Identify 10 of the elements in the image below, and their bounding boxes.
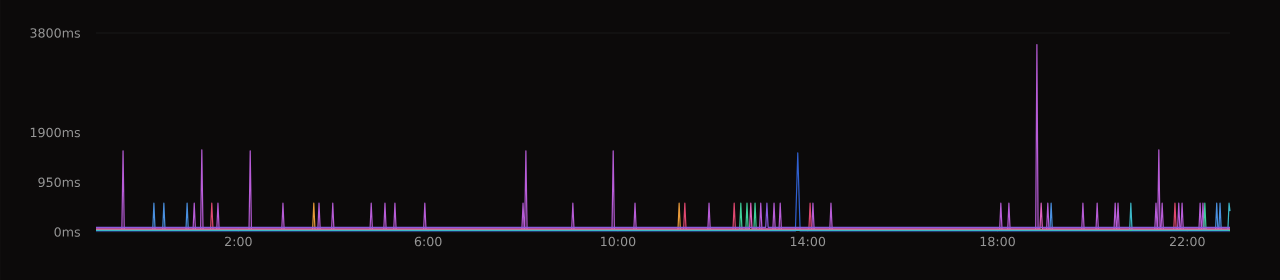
x-tick-label: 14:00 bbox=[790, 236, 826, 247]
x-tick-label: 6:00 bbox=[414, 236, 442, 247]
x-tick-label: 22:00 bbox=[1169, 236, 1205, 247]
y-tick-label: 3800ms bbox=[30, 28, 80, 38]
y-tick-label: 1900ms bbox=[30, 127, 80, 138]
x-tick-label: 2:00 bbox=[225, 236, 252, 247]
y-tick-label: 0ms bbox=[54, 227, 81, 237]
x-tick-label: 10:00 bbox=[601, 236, 636, 247]
y-tick-label: 950ms bbox=[38, 177, 81, 188]
x-tick-label: 18:00 bbox=[980, 236, 1015, 247]
